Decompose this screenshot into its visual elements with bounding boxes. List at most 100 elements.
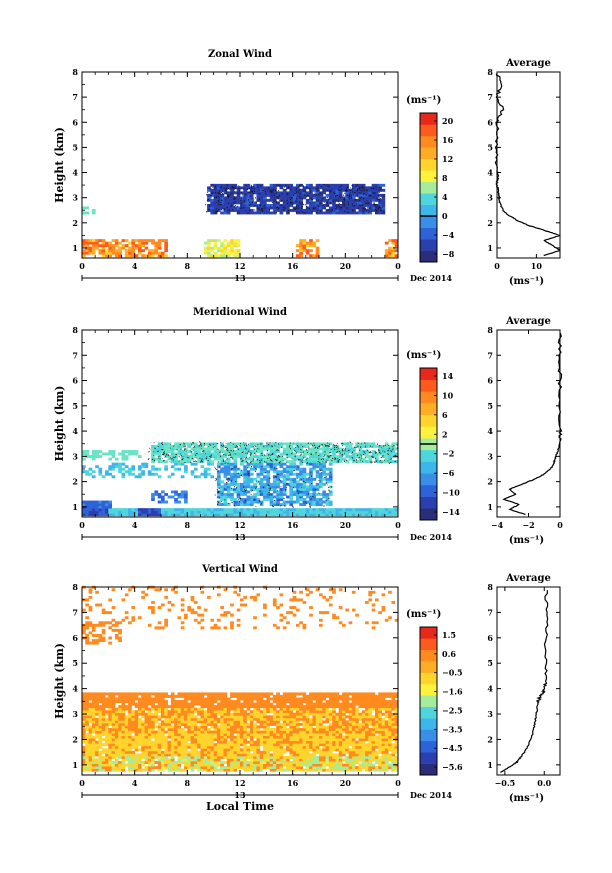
- heatmap-cell: [282, 198, 287, 202]
- contour-mark: [233, 187, 235, 189]
- heatmap-cell: [85, 249, 89, 253]
- heatmap-cell: [223, 492, 228, 496]
- heatmap-cell: [207, 733, 211, 737]
- heatmap-cell: [124, 707, 129, 711]
- heatmap-cell: [193, 442, 198, 446]
- heatmap-cell: [319, 196, 323, 200]
- heatmap-cell: [216, 254, 221, 258]
- heatmap-cell: [299, 485, 303, 489]
- heatmap-cell: [101, 722, 106, 726]
- heatmap-cell: [292, 467, 297, 471]
- y-tick-label: 1: [72, 243, 78, 253]
- heatmap-cell: [88, 733, 93, 737]
- heatmap-cell: [164, 510, 168, 514]
- heatmap-cell: [309, 472, 313, 476]
- heatmap-cell: [88, 697, 93, 701]
- heatmap-cell: [197, 613, 201, 617]
- heatmap-cell: [108, 508, 113, 512]
- heatmap-cell: [276, 208, 280, 212]
- heatmap-cell: [184, 712, 188, 716]
- heatmap-cell: [338, 183, 343, 187]
- heatmap-cell: [289, 455, 294, 459]
- heatmap-cell: [325, 211, 330, 215]
- heatmap-cell: [361, 201, 366, 205]
- heatmap-cell: [226, 465, 231, 469]
- heatmap-cell: [147, 702, 152, 706]
- heatmap-cell: [200, 735, 205, 739]
- heatmap-cell: [154, 467, 159, 471]
- heatmap-cell: [177, 753, 182, 757]
- heatmap-cell: [131, 246, 136, 250]
- heatmap-cell: [95, 465, 99, 469]
- heatmap-cell: [240, 455, 244, 459]
- heatmap-cell: [233, 251, 238, 255]
- heatmap-cell: [276, 508, 280, 512]
- heatmap-cell: [220, 444, 224, 448]
- heatmap-cell: [108, 753, 113, 757]
- heatmap-cell: [128, 753, 132, 757]
- heatmap-cell: [315, 186, 320, 190]
- heatmap-cell: [381, 447, 386, 451]
- heatmap-cell: [111, 745, 116, 749]
- heatmap-cell: [95, 733, 99, 737]
- contour-mark: [391, 446, 393, 448]
- heatmap-cell: [174, 766, 178, 770]
- heatmap-cell: [243, 508, 247, 512]
- heatmap-cell: [355, 183, 359, 187]
- heatmap-cell: [114, 715, 119, 719]
- heatmap-cell: [88, 768, 93, 772]
- contour-mark: [226, 447, 228, 450]
- heatmap-cell: [249, 477, 254, 481]
- heatmap-cell: [315, 239, 320, 243]
- heatmap-cell: [226, 457, 231, 461]
- heatmap-cell: [184, 761, 188, 764]
- heatmap-cell: [108, 758, 113, 762]
- heatmap-cell: [348, 444, 353, 448]
- colorbar-tick-label: −14: [442, 507, 460, 517]
- heatmap-cell: [147, 753, 152, 757]
- heatmap-cell: [197, 750, 201, 754]
- heatmap-cell: [164, 710, 168, 714]
- heatmap-cell: [259, 470, 264, 474]
- heatmap-cell: [236, 492, 241, 496]
- heatmap-cell: [177, 616, 182, 620]
- heatmap-cell: [124, 763, 129, 767]
- heatmap-cell: [151, 705, 155, 709]
- heatmap-cell: [309, 460, 313, 464]
- heatmap-cell: [105, 733, 109, 737]
- heatmap-cell: [177, 500, 182, 504]
- contour-mark: [341, 453, 344, 456]
- heatmap-cell: [292, 485, 297, 489]
- contour-mark: [254, 470, 257, 472]
- contour-mark: [301, 205, 304, 208]
- heatmap-cell: [121, 702, 126, 706]
- heatmap-cell: [121, 715, 126, 719]
- heatmap-cell: [124, 735, 129, 739]
- heatmap-cell: [269, 442, 274, 446]
- heatmap-cell: [88, 720, 93, 724]
- heatmap-cell: [98, 697, 103, 701]
- heatmap-cell: [167, 715, 172, 719]
- contour-mark: [297, 185, 300, 188]
- heatmap-cell: [88, 455, 93, 459]
- x-tick-label: 4: [132, 520, 138, 530]
- heatmap-cell: [220, 508, 224, 512]
- heatmap-cell: [147, 510, 152, 514]
- heatmap-cell: [305, 457, 310, 461]
- colorbar-swatch: [420, 484, 437, 497]
- heatmap-cell: [193, 697, 198, 701]
- heatmap-cell: [85, 755, 89, 759]
- heatmap-cell: [210, 198, 215, 202]
- heatmap-cell: [190, 743, 195, 747]
- contour-mark: [278, 443, 280, 445]
- heatmap-cell: [328, 508, 333, 512]
- heatmap-cell: [207, 728, 211, 731]
- heatmap-cell: [137, 720, 142, 724]
- heatmap-cell: [98, 636, 103, 640]
- heatmap-cell: [161, 705, 165, 709]
- heatmap-cell: [240, 472, 244, 476]
- heatmap-cell: [305, 251, 310, 255]
- contour-mark: [328, 445, 330, 448]
- heatmap-cell: [98, 763, 103, 767]
- contour-mark: [254, 205, 256, 207]
